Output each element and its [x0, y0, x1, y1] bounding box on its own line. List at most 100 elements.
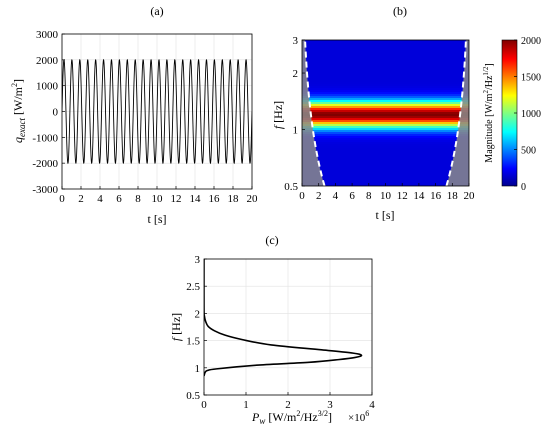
panel-b-heatmap-row [302, 124, 469, 127]
panel-a-signal-line [62, 58, 252, 165]
panel-b-x-tick-label: 0 [299, 190, 305, 202]
panel-a-y-axis-symbol: q [11, 137, 25, 143]
panel-c-x-axis-subscript: w [259, 416, 265, 426]
panel-b-heatmap-row [302, 104, 469, 107]
panel-b-colorbar-label-exp2: 1/2 [482, 66, 490, 75]
panel-c-x-multiplier-exponent: 6 [365, 409, 369, 418]
panel-b-heatmap-row [302, 70, 469, 73]
panel-b-heatmap-row [302, 60, 469, 63]
panel-b-colorbar-label: Magnitude [W/m2/Hz1/2] [482, 63, 495, 162]
panel-b-heatmap [302, 40, 469, 186]
panel-b-cone-right [446, 40, 469, 186]
panel-c-y-axis-unit: [Hz] [169, 313, 183, 338]
panel-b-heatmap-row [302, 154, 469, 157]
panel-c-x-multiplier-base: ×10 [348, 412, 366, 424]
panel-b-heatmap-row [302, 172, 469, 175]
panel-b-heatmap-row [302, 176, 469, 179]
panel-c-x-ticks: 0 1 2 3 4 [201, 392, 375, 411]
panel-c-label: (c) [265, 233, 278, 247]
panel-a-x-tick-label: 12 [171, 193, 182, 205]
panel-a-y-axis-unit: [W/m [11, 86, 25, 115]
panel-b-heatmap-row [302, 132, 469, 135]
panel-c-x-axis-symbol: P [251, 410, 260, 424]
panel-b-heatmap-row [302, 40, 469, 43]
panel-a-y-axis-unit-close: ] [11, 79, 25, 83]
panel-b-heatmap-row [302, 120, 469, 123]
panel-b-heatmap-row [302, 68, 469, 71]
panel-b-heatmap-row [302, 56, 469, 59]
panel-c-x-tick-label: 2 [285, 399, 291, 411]
panel-b-heatmap-row [302, 166, 469, 169]
panel-b-heatmap-row [302, 148, 469, 151]
panel-c-x-axis-exp1: 2 [296, 409, 300, 418]
panel-c-y-axis-symbol: f [169, 336, 183, 341]
panel-b-heatmap-row [302, 138, 469, 141]
panel-b-colorbar-tick-label: 1500 [521, 73, 541, 84]
panel-b-heatmap-row [302, 152, 469, 155]
panel-b-heatmap-row [302, 162, 469, 165]
panel-c-y-axis-label: f [Hz] [169, 313, 183, 341]
panel-b-y-tick-label: 0.5 [284, 181, 298, 193]
panel-b-heatmap-row [302, 144, 469, 147]
panel-b-heatmap-row [302, 160, 469, 163]
panel-b-x-tick-label: 2 [316, 190, 322, 202]
panel-b-heatmap-row [302, 114, 469, 117]
panel-b-heatmap-row [302, 140, 469, 143]
panel-b-heatmap-row [302, 80, 469, 83]
panel-b-heatmap-row [302, 76, 469, 79]
panel-b-heatmap-row [302, 100, 469, 103]
panel-b-colorbar-label-exp1: 2 [482, 90, 490, 94]
panel-b-colorbar-tick-label: 0 [521, 182, 526, 193]
panel-b-heatmap-row [302, 174, 469, 177]
panel-b-y-axis-label: f [Hz] [271, 101, 285, 129]
panel-b-heatmap-row [302, 46, 469, 49]
panel-b-colorbar-label-close: ] [484, 63, 495, 66]
panel-c-y-tick-label: 2 [195, 308, 201, 320]
panel-c-y-tick-label: 2.5 [186, 281, 200, 293]
panel-b-heatmap-row [302, 94, 469, 97]
panel-a-time-signal: (a) 0 2 4 6 8 10 12 14 16 18 20 -3000 -2000 -1000 0 10… [10, 4, 258, 226]
panel-a-y-tick-label: -2000 [32, 158, 58, 170]
panel-a-y-tick-label: 1000 [36, 81, 59, 93]
panel-b-y-axis-unit: [Hz] [271, 101, 285, 126]
panel-c-x-multiplier: ×106 [348, 409, 369, 424]
panel-b-heatmap-row [302, 112, 469, 115]
panel-a-y-axis-unit-exponent: 2 [10, 83, 19, 87]
panel-a-x-tick-label: 0 [59, 193, 65, 205]
panel-b-heatmap-row [302, 126, 469, 129]
panel-a-x-ticks: 0 2 4 6 8 10 12 14 16 18 20 [59, 186, 258, 205]
panel-b-label: (b) [393, 4, 407, 18]
panel-a-x-tick-label: 10 [152, 193, 164, 205]
panel-b-heatmap-row [302, 50, 469, 53]
panel-b-heatmap-row [302, 128, 469, 131]
panel-b-heatmap-row [302, 52, 469, 55]
panel-b-heatmap-row [302, 108, 469, 111]
panel-b-heatmap-row [302, 130, 469, 133]
panel-b-colorbar-tick-label: 2000 [521, 36, 541, 47]
panel-c-x-axis-mid: /Hz [300, 410, 317, 424]
panel-a-x-tick-label: 2 [78, 193, 84, 205]
panel-b-heatmap-row [302, 118, 469, 121]
panel-b-cone-left-boundary [304, 40, 326, 186]
panel-b-heatmap-row [302, 58, 469, 61]
panel-b-heatmap-row [302, 156, 469, 159]
panel-b-heatmap-row [302, 54, 469, 57]
panel-a-x-tick-label: 4 [97, 193, 103, 205]
panel-c-y-tick-label: 0.5 [186, 390, 200, 402]
panel-b-heatmap-row [302, 66, 469, 69]
panel-b-colorbar-label-mid: /Hz [484, 75, 495, 90]
panel-b-heatmap-row [302, 44, 469, 47]
panel-b-heatmap-row [302, 74, 469, 77]
panel-a-y-tick-label: -3000 [32, 184, 58, 196]
panel-b-x-tick-label: 14 [413, 190, 425, 202]
panel-b-cone-right-boundary [445, 40, 467, 186]
panel-b-heatmap-row [302, 42, 469, 45]
panel-b-colorbar-tick-label: 1000 [521, 109, 541, 120]
panel-a-x-tick-label: 18 [228, 193, 240, 205]
panel-b-y-tick-label: 3 [293, 35, 299, 47]
panel-b-x-tick-label: 6 [349, 190, 355, 202]
panel-a-x-tick-label: 16 [209, 193, 221, 205]
panel-b-heatmap-row [302, 64, 469, 67]
panel-c-y-tick-label: 1.5 [186, 336, 200, 348]
